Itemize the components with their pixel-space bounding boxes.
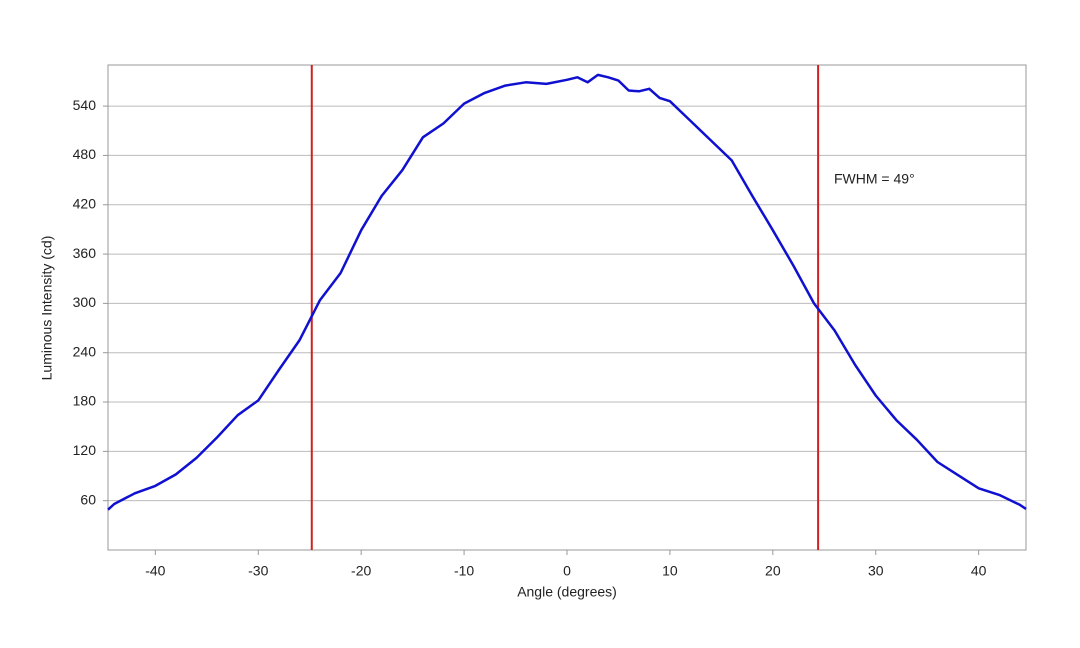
x-tick-label: -30	[248, 563, 268, 579]
y-tick-label: 360	[73, 245, 97, 261]
y-tick-label: 180	[73, 393, 97, 409]
x-tick-label: -20	[351, 563, 371, 579]
x-tick-label: -40	[145, 563, 165, 579]
x-tick-label: 40	[971, 563, 987, 579]
x-axis-label: Angle (degrees)	[517, 584, 617, 600]
x-tick-label: -10	[454, 563, 474, 579]
y-tick-label: 240	[73, 343, 97, 359]
x-tick-label: 10	[662, 563, 678, 579]
y-tick-label: 120	[73, 442, 97, 458]
x-tick-label: 20	[765, 563, 781, 579]
x-tick-label: 30	[868, 563, 884, 579]
annotation: FWHM = 49°	[834, 171, 915, 187]
y-axis-label: Luminous Intensity (cd)	[39, 236, 55, 381]
y-tick-label: 60	[80, 491, 96, 507]
plot-frame	[107, 64, 1027, 551]
y-tick-label: 480	[73, 146, 97, 162]
y-tick-label: 540	[73, 97, 97, 113]
x-tick-label: 0	[563, 563, 571, 579]
y-tick-label: 300	[73, 294, 97, 310]
data-line	[107, 73, 1027, 511]
y-tick-label: 420	[73, 195, 97, 211]
